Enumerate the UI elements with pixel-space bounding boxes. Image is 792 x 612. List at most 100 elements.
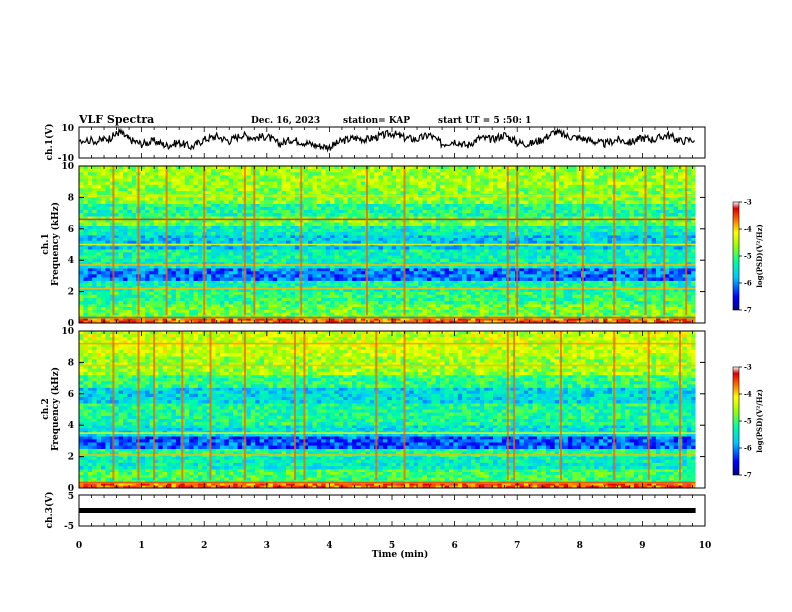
spectrogram-cell bbox=[682, 294, 688, 299]
spectrogram-cell bbox=[325, 240, 331, 244]
spectrogram-cell bbox=[422, 277, 428, 281]
spectrogram-cell bbox=[286, 286, 291, 290]
spectrogram-cell bbox=[294, 228, 300, 233]
spectrogram-cell bbox=[589, 268, 595, 272]
spectrogram-cell bbox=[277, 277, 282, 281]
spectrogram-cell bbox=[263, 255, 269, 259]
spectrogram-cell bbox=[466, 249, 472, 253]
spectrogram-cell bbox=[145, 246, 150, 250]
spectrogram-cell bbox=[83, 312, 89, 316]
spectrogram-cell bbox=[669, 280, 674, 284]
spectrogram-cell bbox=[457, 320, 463, 324]
spectrogram-cell bbox=[673, 258, 679, 263]
spectrogram-cell bbox=[228, 246, 234, 250]
spectrogram-cell bbox=[308, 297, 313, 302]
spectrogram-cell bbox=[277, 258, 282, 263]
spectrogram-cell bbox=[330, 294, 335, 299]
spectrogram-cell bbox=[255, 280, 260, 284]
spectrogram-cell bbox=[369, 225, 375, 230]
spectrogram-cell bbox=[466, 274, 472, 278]
spectrogram-cell bbox=[149, 318, 155, 321]
spectrogram-cell bbox=[682, 216, 688, 220]
spectrogram-cell bbox=[114, 261, 119, 266]
spectrogram-cell bbox=[673, 283, 679, 287]
spectrogram-cell bbox=[171, 258, 177, 263]
spectrogram-cell bbox=[655, 246, 661, 250]
spectrogram-cell bbox=[567, 231, 573, 236]
spectrogram-cell bbox=[523, 301, 529, 305]
spectrogram-cell bbox=[567, 304, 573, 308]
spectrogram-cell bbox=[633, 237, 639, 242]
spectrogram-cell bbox=[576, 261, 582, 266]
spectrogram-cell bbox=[312, 306, 318, 311]
spectrogram-cell bbox=[633, 309, 639, 313]
spectrogram-cell bbox=[589, 258, 595, 263]
spectrogram-cell bbox=[470, 216, 476, 220]
spectrogram-cell bbox=[118, 312, 124, 316]
spectrogram-cell bbox=[585, 318, 591, 321]
spectrogram-cell bbox=[352, 291, 357, 296]
spectrogram-cell bbox=[475, 261, 481, 266]
spectrogram-cell bbox=[488, 320, 494, 324]
spectrogram-cell bbox=[655, 297, 661, 302]
spectrogram-cell bbox=[96, 237, 102, 242]
spectrogram-cell bbox=[625, 294, 630, 299]
spectrogram-cell bbox=[638, 258, 644, 263]
spectrogram-cell bbox=[312, 301, 318, 305]
spectrogram-cell bbox=[655, 264, 661, 269]
spectrogram-cell bbox=[369, 216, 375, 220]
spectrogram-cell bbox=[391, 219, 397, 223]
spectrogram-cell bbox=[576, 294, 582, 299]
spectrogram-cell bbox=[576, 252, 582, 256]
spectrogram-cell bbox=[382, 288, 388, 292]
spectrogram-cell bbox=[79, 228, 84, 233]
spectrogram-cell bbox=[294, 225, 300, 230]
spectrogram-cell bbox=[321, 274, 326, 278]
spectrogram-cell bbox=[83, 249, 89, 253]
spectrogram-cell bbox=[211, 228, 216, 233]
spectrogram-cell bbox=[620, 240, 626, 244]
spectrogram-cell bbox=[79, 312, 84, 316]
spectrogram-cell bbox=[158, 320, 163, 324]
spectrogram-cell bbox=[360, 306, 366, 311]
spectrogram-cell bbox=[422, 219, 428, 223]
spectrogram-cell bbox=[96, 216, 102, 220]
spectrogram-cell bbox=[83, 320, 89, 324]
spectrogram-cell bbox=[167, 231, 172, 236]
spectrogram-cell bbox=[382, 312, 388, 316]
spectrogram-cell bbox=[321, 297, 326, 302]
spectrogram-cell bbox=[629, 268, 635, 272]
spectrogram-cell bbox=[272, 252, 278, 256]
spectrogram-cell bbox=[457, 271, 463, 275]
spectrogram-cell bbox=[184, 274, 190, 278]
spectrogram-cell bbox=[131, 280, 137, 284]
spectrogram-cell bbox=[493, 237, 498, 242]
spectrogram-cell bbox=[589, 280, 595, 284]
spectrogram-cell bbox=[272, 258, 278, 263]
spectrogram-cell bbox=[233, 301, 238, 305]
spectrogram-cell bbox=[312, 264, 318, 269]
spectrogram-cell bbox=[563, 312, 569, 316]
spectrogram-cell bbox=[114, 235, 119, 239]
spectrogram-cell bbox=[435, 301, 441, 305]
spectrogram-cell bbox=[537, 306, 542, 311]
spectrogram-cell bbox=[669, 283, 674, 287]
spectrogram-cell bbox=[607, 252, 613, 256]
spectrogram-cell bbox=[272, 231, 278, 236]
spectrogram-cell bbox=[382, 283, 388, 287]
spectrogram-cell bbox=[211, 286, 216, 290]
spectrogram-cell bbox=[528, 291, 533, 296]
spectrogram-cell bbox=[541, 297, 547, 302]
spectrogram-cell bbox=[250, 312, 256, 316]
spectrogram-cell bbox=[462, 255, 467, 259]
spectrogram-cell bbox=[545, 219, 551, 223]
spectrogram-cell bbox=[334, 252, 340, 256]
spectrogram-cell bbox=[651, 246, 657, 250]
spectrogram-cell bbox=[532, 304, 538, 308]
spectrogram-cell bbox=[109, 235, 115, 239]
spectrogram-cell bbox=[567, 294, 573, 299]
spectrogram-cell bbox=[448, 280, 454, 284]
spectrogram-cell bbox=[290, 258, 296, 263]
spectrogram-cell bbox=[114, 249, 119, 253]
spectrogram-cell bbox=[686, 225, 692, 230]
